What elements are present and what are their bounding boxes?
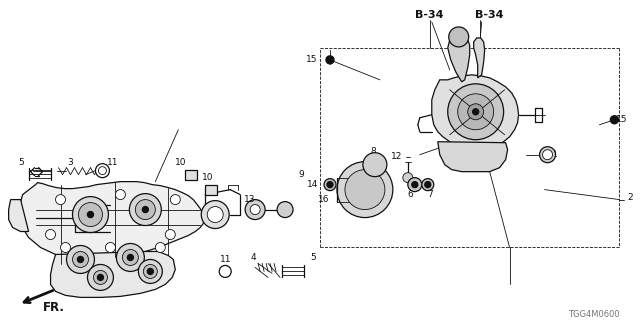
Circle shape: [345, 170, 385, 210]
Circle shape: [106, 243, 115, 252]
Text: 16: 16: [318, 195, 330, 204]
Text: 4: 4: [250, 253, 256, 262]
Circle shape: [245, 200, 265, 220]
Text: 2: 2: [627, 193, 633, 202]
Text: 15: 15: [616, 115, 628, 124]
Circle shape: [127, 254, 133, 260]
Circle shape: [67, 245, 95, 274]
Circle shape: [540, 147, 556, 163]
Circle shape: [408, 178, 422, 192]
Circle shape: [143, 264, 157, 278]
Text: 5: 5: [310, 253, 316, 262]
Circle shape: [88, 212, 93, 218]
Circle shape: [412, 182, 418, 188]
Text: 5: 5: [19, 158, 24, 167]
Circle shape: [77, 256, 83, 262]
Circle shape: [250, 204, 260, 215]
Circle shape: [449, 27, 468, 47]
Text: 9: 9: [298, 170, 304, 179]
Polygon shape: [432, 75, 518, 149]
Text: 10: 10: [175, 158, 187, 167]
Text: 8: 8: [370, 147, 376, 156]
Circle shape: [72, 196, 108, 233]
Bar: [185, 170, 197, 180]
Text: B-34: B-34: [415, 10, 444, 20]
Text: 11: 11: [108, 158, 119, 167]
Circle shape: [220, 266, 231, 277]
Circle shape: [138, 260, 163, 284]
Circle shape: [207, 207, 223, 222]
Circle shape: [88, 264, 113, 291]
Circle shape: [201, 201, 229, 228]
Circle shape: [136, 200, 156, 220]
Circle shape: [422, 179, 434, 191]
Circle shape: [142, 207, 148, 212]
Polygon shape: [474, 38, 484, 78]
Circle shape: [116, 244, 145, 271]
Text: B-34: B-34: [475, 10, 503, 20]
Circle shape: [473, 109, 479, 115]
Circle shape: [403, 173, 413, 183]
Text: 6: 6: [407, 190, 413, 199]
Circle shape: [170, 195, 180, 204]
Circle shape: [363, 153, 387, 177]
Circle shape: [56, 195, 65, 204]
Circle shape: [129, 194, 161, 226]
Text: 10: 10: [202, 173, 214, 182]
Text: 15: 15: [305, 55, 317, 64]
Circle shape: [79, 203, 102, 227]
Circle shape: [93, 270, 108, 284]
Bar: [205, 185, 217, 195]
Polygon shape: [51, 252, 175, 297]
Circle shape: [458, 94, 493, 130]
Circle shape: [468, 104, 484, 120]
Circle shape: [61, 243, 70, 252]
Text: 7: 7: [427, 190, 433, 199]
Circle shape: [97, 275, 104, 280]
Text: FR.: FR.: [43, 301, 65, 314]
Circle shape: [337, 162, 393, 218]
Text: TGG4M0600: TGG4M0600: [568, 310, 620, 319]
Text: 1: 1: [552, 150, 557, 159]
Circle shape: [45, 229, 56, 239]
Polygon shape: [8, 200, 29, 232]
Polygon shape: [438, 142, 508, 172]
Circle shape: [425, 182, 431, 188]
Circle shape: [324, 179, 336, 191]
Text: 12: 12: [390, 152, 402, 161]
Circle shape: [115, 190, 125, 200]
Polygon shape: [19, 182, 204, 261]
Circle shape: [277, 202, 293, 218]
Circle shape: [122, 250, 138, 266]
Circle shape: [165, 229, 175, 239]
Circle shape: [147, 268, 154, 275]
Text: 14: 14: [307, 180, 318, 189]
Circle shape: [611, 116, 618, 124]
Text: 13: 13: [244, 195, 255, 204]
Circle shape: [543, 150, 552, 160]
Circle shape: [72, 252, 88, 268]
Text: 3: 3: [67, 158, 73, 167]
Circle shape: [156, 243, 165, 252]
Circle shape: [448, 84, 504, 140]
Circle shape: [327, 182, 333, 188]
Circle shape: [95, 164, 109, 178]
Text: 11: 11: [220, 255, 232, 264]
Polygon shape: [448, 35, 470, 82]
Circle shape: [326, 56, 334, 64]
